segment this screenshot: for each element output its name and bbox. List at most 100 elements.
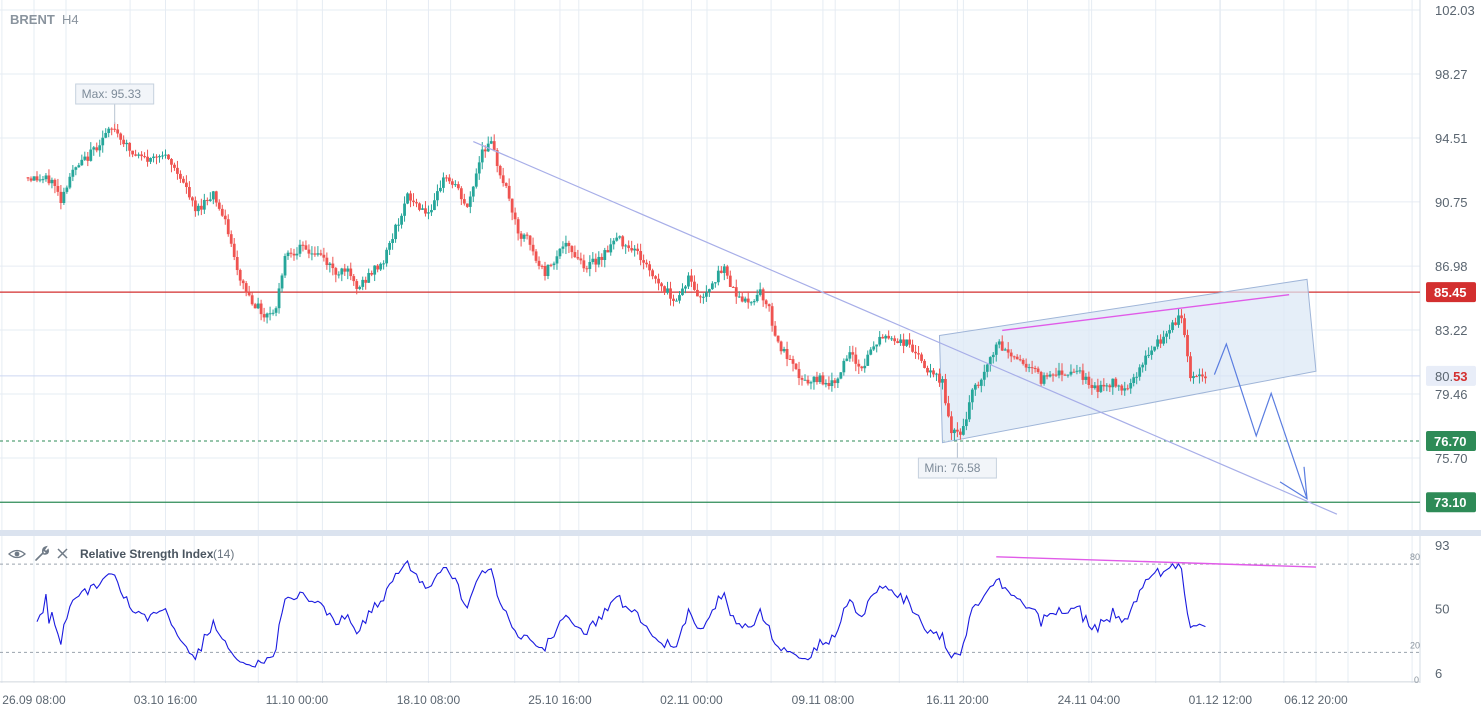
candle-body [854,354,858,364]
candle-body [379,263,383,270]
candle-body [1075,370,1079,372]
indicator-header: Relative Strength Index (14) [8,545,234,561]
max-callout: Max: 95.33 [75,83,155,124]
candle-body [301,244,305,246]
indicator-params: (14) [213,547,234,561]
candle-body [961,426,965,435]
candle-body [1201,374,1204,377]
pane-divider[interactable] [0,530,1481,536]
candle-body [944,378,947,404]
candle-body [516,219,520,234]
candle-body [1174,322,1177,325]
candle-body [534,251,538,261]
candle-body [848,352,852,359]
eye-icon[interactable] [8,549,26,559]
candle-body [1087,376,1091,385]
candle-body [570,246,574,253]
candle-body [86,156,90,161]
rsi-line [36,556,1317,668]
candle-body [672,298,675,301]
price-tag-bg [1426,430,1476,451]
candle-body [719,270,723,273]
candle-body [953,429,956,434]
channel-upper-trendline[interactable] [1002,293,1290,332]
candle-body [914,351,917,354]
candle-body [713,282,717,284]
price-tick: 83.22 [1435,323,1468,338]
time-tick: 02.11 00:00 [660,693,723,707]
candle-body [743,298,747,302]
candle-body [531,244,535,252]
candle-body [1159,339,1163,344]
candle-body [337,274,341,276]
candle-body [1183,318,1186,336]
candle-body [388,242,392,250]
candle-body [812,376,816,383]
candle-body [1099,384,1103,392]
candle-body [331,263,335,269]
candle-body [143,156,146,158]
candle-body [436,191,439,201]
candle-body [893,338,897,342]
candle-body [764,300,768,305]
wrench-icon[interactable] [35,545,49,561]
rising-channel[interactable] [938,278,1317,444]
candle-body [1090,384,1094,389]
candle-body [872,346,876,350]
candle-body [1135,376,1139,378]
forecast-path[interactable] [1213,342,1308,500]
candle-body [728,275,732,287]
pane-separator[interactable] [0,530,1481,536]
candle-body [235,257,239,271]
candle-body [522,234,526,239]
candle-body [1063,374,1067,376]
candle-body [615,237,619,241]
channel-drawing[interactable] [938,278,1317,444]
candle-body [725,266,729,276]
min-callout: Min: 76.58 [917,443,997,479]
candle-body [591,258,595,263]
candle-body [920,354,923,361]
candle-body [663,286,666,293]
rsi-curve [36,559,1206,668]
candle-body [92,147,96,150]
candle-body [890,338,894,340]
candles [26,122,1207,441]
candle-body [911,344,914,352]
downtrend-line[interactable] [473,140,1338,515]
close-icon[interactable] [57,548,68,559]
rsi-divergence-line[interactable] [996,556,1317,568]
candle-body [546,264,550,277]
trend-drawings[interactable] [473,140,1338,515]
callout-text: Max: 95.33 [82,87,142,101]
candle-body [878,336,882,345]
candle-body [1102,384,1106,387]
candle-body [480,149,484,163]
candle-body [1021,359,1025,364]
candle-body [1072,371,1076,373]
candle-body [537,260,541,266]
price-tag-dotted-green: 76.70 [1426,430,1476,451]
candle-body [716,270,720,283]
candle-body [1105,385,1109,387]
candle-body [797,368,801,379]
candle-body [1009,352,1013,357]
candle-body [140,154,143,157]
candle-body [1120,385,1124,391]
candle-body [400,215,403,225]
candle-body [1039,372,1043,384]
candle-body [439,187,442,192]
candle-body [241,280,245,284]
candle-body [208,199,212,201]
candle-body [806,379,810,384]
candle-body [214,191,218,203]
candle-body [1096,385,1100,392]
candle-body [316,253,320,255]
rsi-level-label: 0 [1414,675,1419,685]
candle-body [947,403,950,417]
candle-body [701,296,705,298]
price-tag-bg [1426,282,1476,303]
candle-body [1006,349,1010,353]
candle-body [660,283,663,287]
